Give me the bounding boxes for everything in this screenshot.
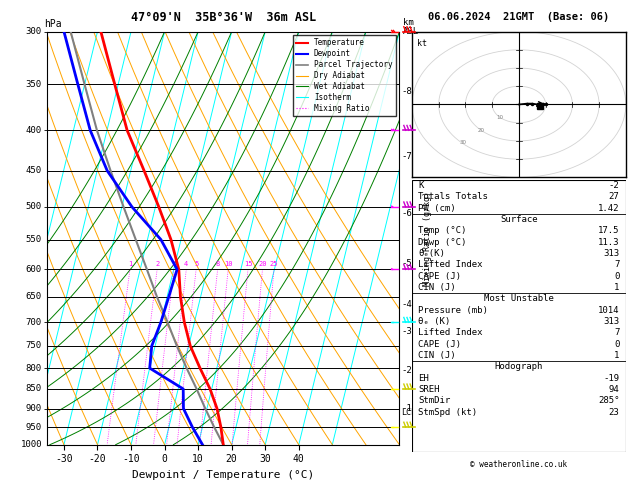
Text: 650: 650 — [26, 293, 42, 301]
Text: Hodograph: Hodograph — [495, 363, 543, 371]
Text: Pressure (mb): Pressure (mb) — [418, 306, 488, 315]
Text: EH: EH — [418, 374, 429, 383]
Text: 10: 10 — [224, 260, 233, 266]
Text: CAPE (J): CAPE (J) — [418, 340, 462, 349]
Text: 3: 3 — [172, 260, 176, 266]
X-axis label: Dewpoint / Temperature (°C): Dewpoint / Temperature (°C) — [132, 470, 314, 480]
Text: 450: 450 — [26, 166, 42, 175]
Text: 15: 15 — [243, 260, 252, 266]
Text: CIN (J): CIN (J) — [418, 283, 456, 292]
Text: 20: 20 — [478, 127, 485, 133]
Text: 30: 30 — [459, 140, 466, 145]
Text: Temp (°C): Temp (°C) — [418, 226, 467, 235]
Text: hPa: hPa — [44, 19, 62, 29]
Text: 5: 5 — [194, 260, 198, 266]
Text: θₑ (K): θₑ (K) — [418, 317, 450, 326]
Text: 300: 300 — [26, 27, 42, 36]
Legend: Temperature, Dewpoint, Parcel Trajectory, Dry Adiabat, Wet Adiabat, Isotherm, Mi: Temperature, Dewpoint, Parcel Trajectory… — [293, 35, 396, 116]
Text: 11.3: 11.3 — [598, 238, 620, 247]
Text: -5: -5 — [401, 259, 412, 268]
Text: CIN (J): CIN (J) — [418, 351, 456, 360]
Text: -1: -1 — [401, 404, 412, 413]
Text: 750: 750 — [26, 342, 42, 350]
Text: 7: 7 — [614, 260, 620, 269]
Text: -19: -19 — [603, 374, 620, 383]
Text: 27: 27 — [609, 192, 620, 201]
Text: 4: 4 — [184, 260, 189, 266]
Text: kt: kt — [418, 39, 427, 48]
Text: PW (cm): PW (cm) — [418, 204, 456, 213]
Text: 550: 550 — [26, 235, 42, 244]
Text: Mixing Ratio (g/kg): Mixing Ratio (g/kg) — [423, 191, 432, 286]
Text: 1: 1 — [128, 260, 132, 266]
Text: CAPE (J): CAPE (J) — [418, 272, 462, 281]
Text: 0: 0 — [614, 272, 620, 281]
Text: Dewp (°C): Dewp (°C) — [418, 238, 467, 247]
Text: 23: 23 — [609, 408, 620, 417]
Text: -3: -3 — [401, 327, 412, 335]
Text: 1014: 1014 — [598, 306, 620, 315]
Text: 700: 700 — [26, 318, 42, 327]
Text: 06.06.2024  21GMT  (Base: 06): 06.06.2024 21GMT (Base: 06) — [428, 12, 610, 22]
Text: Most Unstable: Most Unstable — [484, 295, 554, 303]
Text: 313: 313 — [603, 317, 620, 326]
Text: 1: 1 — [614, 283, 620, 292]
Text: 10: 10 — [497, 115, 504, 120]
Text: 500: 500 — [26, 202, 42, 211]
Text: km: km — [403, 17, 413, 27]
Text: StmSpd (kt): StmSpd (kt) — [418, 408, 477, 417]
Text: 25: 25 — [270, 260, 278, 266]
Text: θₑ(K): θₑ(K) — [418, 249, 445, 258]
Text: -2: -2 — [609, 181, 620, 190]
Text: 17.5: 17.5 — [598, 226, 620, 235]
Text: 94: 94 — [609, 385, 620, 394]
Text: Surface: Surface — [500, 215, 538, 224]
Text: K: K — [418, 181, 424, 190]
Text: 900: 900 — [26, 404, 42, 413]
Text: LCL: LCL — [401, 408, 416, 417]
Text: 47°09'N  35B°36'W  36m ASL: 47°09'N 35B°36'W 36m ASL — [131, 11, 316, 24]
Text: 0: 0 — [614, 340, 620, 349]
Text: 7: 7 — [614, 329, 620, 337]
Text: 1000: 1000 — [20, 440, 42, 449]
Text: -7: -7 — [401, 152, 412, 161]
Text: Lifted Index: Lifted Index — [418, 329, 483, 337]
Text: 350: 350 — [26, 80, 42, 89]
Text: ASL: ASL — [403, 27, 419, 36]
Text: 1.42: 1.42 — [598, 204, 620, 213]
Text: 313: 313 — [603, 249, 620, 258]
Text: 20: 20 — [259, 260, 267, 266]
Text: 950: 950 — [26, 423, 42, 432]
Text: 800: 800 — [26, 364, 42, 373]
Text: -6: -6 — [401, 209, 412, 218]
Text: -8: -8 — [401, 87, 412, 96]
Text: -2: -2 — [401, 366, 412, 375]
Text: © weatheronline.co.uk: © weatheronline.co.uk — [470, 460, 567, 469]
Text: 285°: 285° — [598, 397, 620, 405]
Text: 850: 850 — [26, 384, 42, 394]
Text: Lifted Index: Lifted Index — [418, 260, 483, 269]
Text: StmDir: StmDir — [418, 397, 450, 405]
Text: 8: 8 — [216, 260, 220, 266]
Text: 1: 1 — [614, 351, 620, 360]
Text: -4: -4 — [401, 300, 412, 309]
Text: 400: 400 — [26, 126, 42, 135]
Text: Totals Totals: Totals Totals — [418, 192, 488, 201]
Text: SREH: SREH — [418, 385, 440, 394]
Text: 600: 600 — [26, 265, 42, 274]
Text: 2: 2 — [155, 260, 159, 266]
